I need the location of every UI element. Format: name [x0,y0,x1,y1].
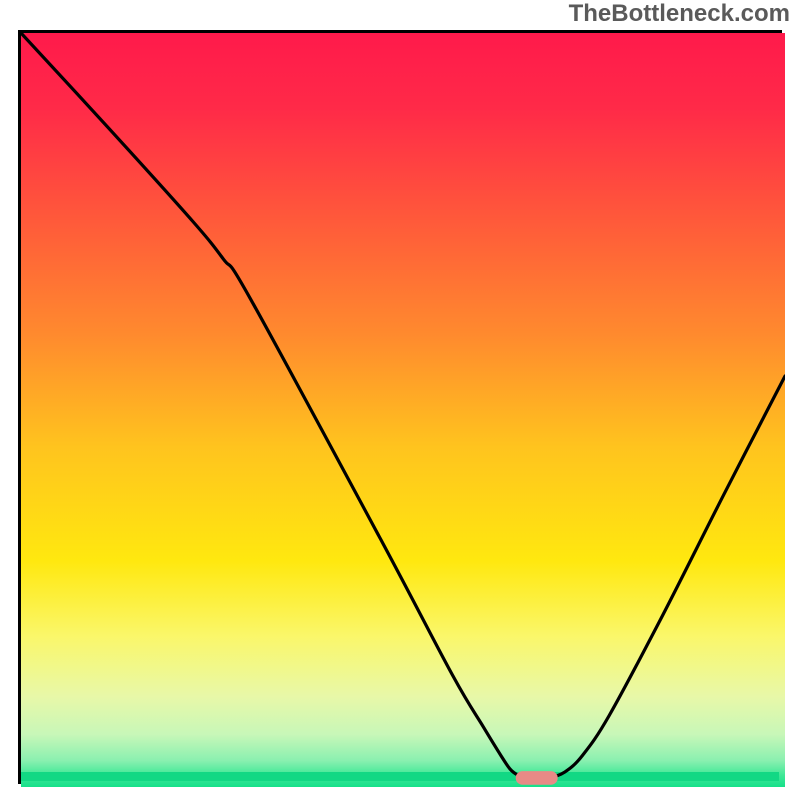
curve-layer [21,33,785,787]
chart-container: TheBottleneck.com [0,0,800,800]
bottleneck-curve [21,33,785,779]
plot-area [18,30,782,784]
optimum-marker [516,771,558,785]
watermark-text: TheBottleneck.com [569,0,790,28]
